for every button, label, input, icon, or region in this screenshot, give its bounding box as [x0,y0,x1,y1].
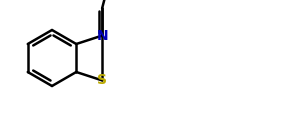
Text: S: S [97,73,107,87]
Text: N: N [96,29,108,43]
